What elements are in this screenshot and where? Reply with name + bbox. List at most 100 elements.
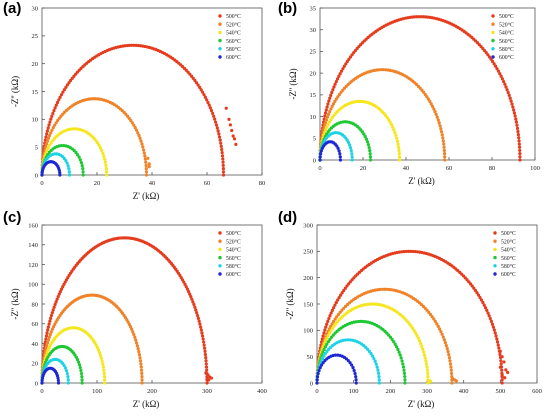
data-point [188,292,192,296]
data-point [139,362,143,366]
legend-entry: 500°C [499,13,514,20]
data-point [393,342,397,346]
y-tick-label: 160 [28,222,38,229]
data-point [511,105,515,109]
data-point [47,143,52,147]
panel-label: (d) [278,209,298,226]
data-point [394,345,399,349]
data-point [230,128,234,133]
y-tick-label: 200 [303,275,313,282]
data-point [403,378,407,382]
data-point [449,365,453,369]
data-point [344,338,348,342]
data-point [332,306,336,310]
data-point [128,325,133,329]
data-point [334,97,338,101]
data-point [101,362,105,366]
y-tick-label: 25 [310,49,317,56]
data-point [211,111,215,116]
legend-marker [218,47,222,51]
y-tick-label: 40 [32,341,39,348]
data-point [333,303,337,307]
data-point [59,143,64,148]
data-point [432,317,436,321]
data-point [77,363,82,367]
data-point [138,356,142,360]
data-point [326,102,330,106]
series-500°C [315,249,510,385]
data-point [348,55,353,59]
data-point [437,121,441,125]
panel-d: 0 100 200 300 400 500 600 0 50 100 150 200 250 300 Z' … [275,209,550,417]
data-point [435,322,439,326]
legend-entry: 520°C [499,21,514,28]
data-point [318,158,322,162]
data-point [204,365,209,369]
data-point [449,368,453,372]
data-point [327,331,332,335]
data-point [504,85,508,89]
y-tick-label: 15 [32,89,39,96]
data-point [56,381,61,385]
data-point [514,120,518,124]
legend-marker [491,14,495,18]
legend-marker [493,255,497,260]
legend-entry: 520°C [226,238,241,245]
data-point [368,152,372,156]
data-point [205,368,209,372]
data-point [101,365,105,369]
x-tick-label: 400 [257,388,267,395]
data-point [513,114,517,118]
data-point [436,118,440,122]
data-point [81,170,85,174]
data-point [44,337,48,341]
data-point [335,315,339,319]
data-point [45,148,49,153]
data-point [328,337,332,342]
data-point [144,163,148,168]
data-point [40,381,44,385]
data-point [392,128,396,132]
data-point [325,115,330,119]
legend-entry: 580°C [499,46,514,53]
data-point [45,129,49,133]
data-point [335,77,340,81]
data-point [184,285,188,289]
data-point [40,173,44,177]
data-point [447,353,451,357]
data-point [499,359,503,363]
y-tick-label: 15 [310,92,317,99]
data-point [409,324,413,328]
data-point [227,117,231,121]
data-point [324,118,329,122]
legend-entry: 520°C [226,21,241,28]
data-point [51,325,56,329]
data-point [443,341,447,345]
data-point [197,319,201,323]
data-point [147,165,151,169]
data-point [78,365,82,370]
data-point [485,308,489,312]
legend-marker [218,239,222,243]
series-500°C [318,15,522,162]
x-tick-label: 40 [149,180,156,187]
data-point [368,158,373,162]
data-point [130,327,134,331]
series-600°C [315,353,358,385]
data-point [445,347,449,351]
data-point [220,151,224,155]
data-point [500,378,504,382]
data-point [61,90,65,94]
data-point [489,319,493,323]
data-point [382,287,387,291]
data-point [389,122,394,127]
x-tick-label: 60 [204,180,211,187]
data-point [512,108,516,112]
data-point [221,160,225,164]
panel-label: (a) [3,0,22,17]
y-tick-label: 140 [28,242,38,249]
data-point [204,362,208,366]
data-point [40,378,44,383]
data-point [129,118,133,123]
data-point [468,282,473,286]
